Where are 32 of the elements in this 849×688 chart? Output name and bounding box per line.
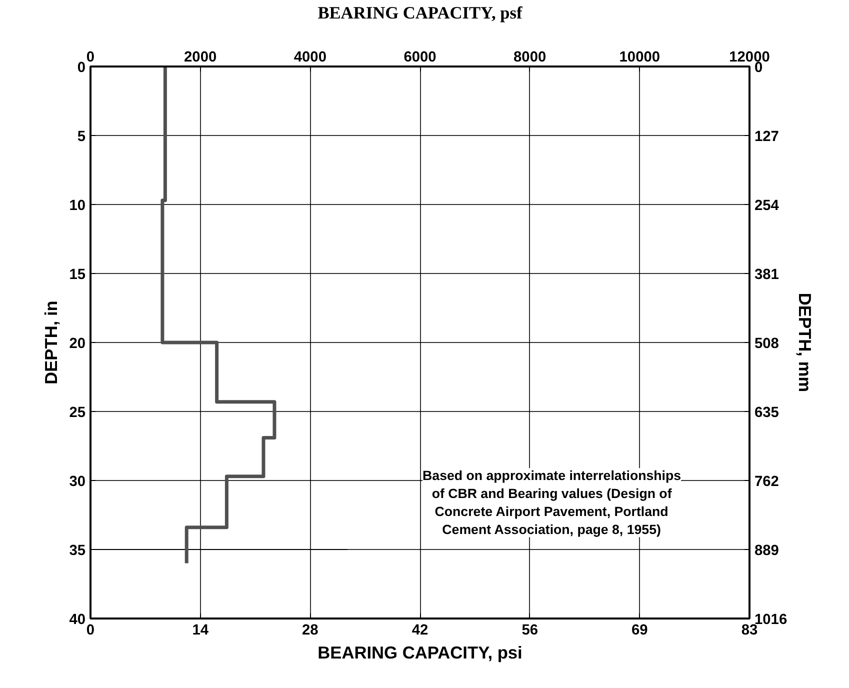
x2-tick-label: 8000 — [514, 50, 546, 66]
y-tick-label: 35 — [69, 543, 86, 559]
x-tick-label: 14 — [192, 622, 210, 638]
y-tick-label: 15 — [69, 267, 86, 283]
annotation: Based on approximate interrelationships of CBR and Bearing values (Design of Concrete Airport Pavement, Portland Cement Association, page 8, 1955) — [422, 468, 682, 538]
y2-axis-title: DEPTH, mm — [795, 292, 816, 392]
x-tick-label: 56 — [522, 622, 538, 638]
x2-tick-label: 2000 — [184, 50, 217, 66]
y2-tick-label: 889 — [754, 543, 779, 559]
x-tick-label: 83 — [741, 622, 758, 638]
x-tick-label: 69 — [632, 622, 648, 638]
y-axis-title: DEPTH, in — [41, 300, 62, 384]
y-tick-label: 20 — [69, 336, 86, 352]
x2-tick-label: 6000 — [404, 50, 436, 66]
x2-tick-label: 4000 — [294, 50, 326, 66]
y-tick-label: 25 — [69, 405, 86, 421]
x-tick-label: 42 — [412, 622, 428, 638]
y-tick-label: 0 — [77, 60, 86, 76]
y-tick-label: 5 — [77, 129, 86, 145]
y2-tick-label: 508 — [754, 336, 779, 352]
y-tick-label: 30 — [69, 474, 86, 490]
x-axis-title: BEARING CAPACITY, psi — [318, 642, 522, 662]
y2-tick-label: 127 — [754, 129, 779, 145]
x-tick-label: 28 — [302, 622, 318, 638]
y-tick-label: 10 — [69, 198, 86, 214]
x2-axis-title: BEARING CAPACITY, psf — [318, 4, 523, 22]
y2-tick-label: 635 — [754, 405, 779, 421]
y2-tick-label: 381 — [754, 267, 779, 283]
x2-tick-label: 10000 — [619, 50, 660, 66]
y2-tick-label: 254 — [754, 198, 780, 214]
y2-tick-label: 762 — [754, 474, 779, 490]
y-tick-label: 40 — [69, 612, 86, 628]
